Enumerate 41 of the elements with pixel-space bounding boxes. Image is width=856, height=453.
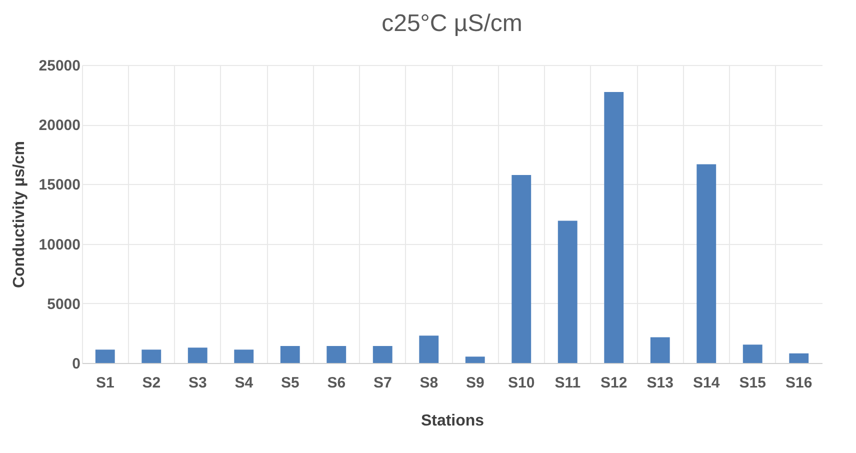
bar [465,356,485,363]
x-tick-label: S12 [600,374,628,392]
x-tick-label: S6 [327,374,346,392]
bar [650,337,670,363]
bar [326,346,346,363]
x-tick-label: S15 [739,374,766,392]
x-tick-label: S10 [508,374,535,392]
bar [372,346,392,363]
bar [142,350,162,363]
y-axis-title: Conductivity µs/cm [10,140,28,288]
x-tick-label: S4 [234,374,254,392]
bar [188,348,208,363]
x-tick-label: S14 [693,374,720,392]
y-tick-label: 20000 [38,117,80,134]
x-tick-label: S1 [96,374,114,392]
x-tick-label: S13 [646,374,674,392]
bar [512,175,532,363]
bar [696,164,716,363]
x-axis-title: Stations [420,412,484,430]
chart-title: c25°C µS/cm [382,10,522,37]
x-tick-label: S11 [554,374,581,392]
y-tick-label: 10000 [38,236,80,254]
x-tick-label: S5 [280,374,300,392]
x-tick-label: S9 [466,374,484,392]
x-tick-label: S7 [373,374,392,392]
x-tick-label: S8 [420,374,438,392]
y-tick-label: 5000 [47,296,80,313]
bar [789,353,809,363]
bar [95,350,115,363]
bar [280,346,300,363]
bar [419,336,439,363]
x-tick-label: S2 [142,374,161,392]
bar [234,350,254,363]
y-tick-label: 0 [72,356,80,372]
bar [604,92,624,363]
y-tick-label: 25000 [38,58,80,74]
x-tick-label: S3 [188,374,207,392]
bar [742,344,762,363]
bar [558,220,578,363]
y-tick-label: 15000 [38,176,80,194]
x-tick-label: S16 [786,374,812,392]
